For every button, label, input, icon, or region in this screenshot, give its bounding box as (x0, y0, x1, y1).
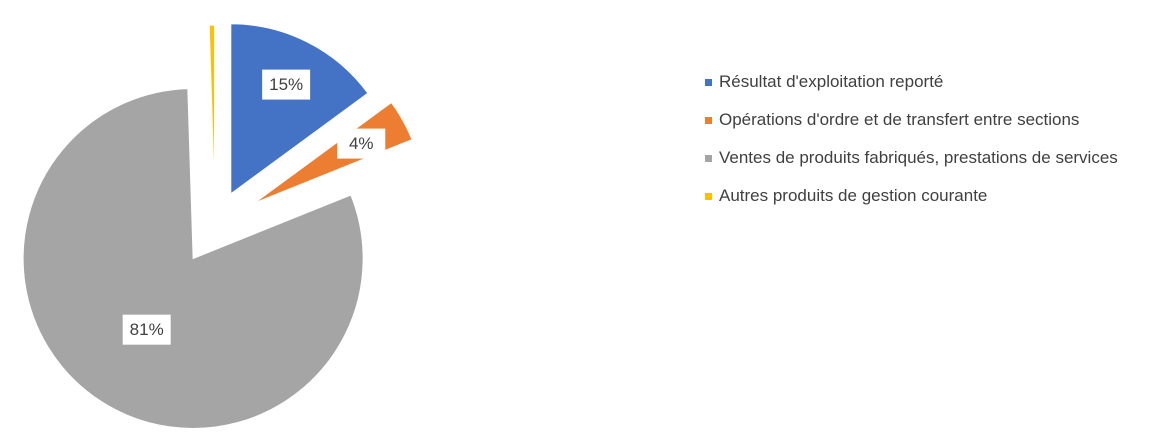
pie-slice (208, 24, 216, 196)
legend-label: Ventes de produits fabriqués, prestation… (719, 148, 1118, 167)
legend-swatch (705, 193, 712, 200)
legend-item: Opérations d'ordre et de transfert entre… (705, 108, 1155, 132)
data-label: 81% (122, 314, 171, 345)
data-label: 15% (262, 69, 311, 100)
pie-slice (230, 23, 369, 195)
legend-label: Autres produits de gestion courante (719, 186, 988, 205)
pie-slice (22, 88, 364, 429)
data-label-text: 15% (269, 75, 303, 94)
legend-swatch (705, 79, 712, 86)
label-box (262, 69, 311, 100)
data-label-text: 81% (130, 320, 164, 339)
legend-swatch (705, 155, 712, 162)
legend-item: Ventes de produits fabriqués, prestation… (705, 146, 1155, 170)
legend-swatch (705, 117, 712, 124)
legend-label: Opérations d'ordre et de transfert entre… (719, 110, 1080, 129)
data-label-text: 4% (349, 134, 374, 153)
legend-label: Résultat d'exploitation reporté (719, 72, 944, 91)
label-box (122, 314, 171, 345)
pie-slice (254, 101, 413, 204)
legend-item: Autres produits de gestion courante (705, 184, 1155, 208)
legend: Résultat d'exploitation reporté Opération… (705, 70, 1155, 222)
data-label: 4% (337, 128, 386, 159)
legend-item: Résultat d'exploitation reporté (705, 70, 1155, 94)
pie-area: 15% 4% 81% (22, 23, 413, 429)
label-box (337, 128, 386, 159)
